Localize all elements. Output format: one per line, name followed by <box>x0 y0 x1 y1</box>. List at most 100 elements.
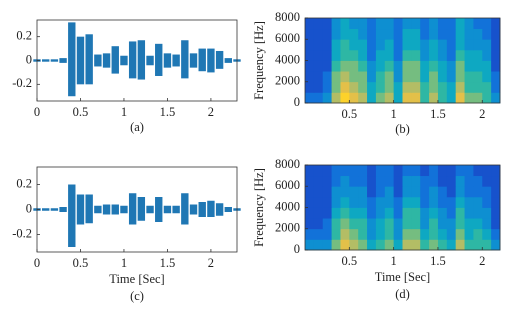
spectrogram-cell <box>313 71 324 83</box>
spectrogram-cell <box>491 218 501 230</box>
x-tick-label: 1.5 <box>430 107 446 121</box>
spectrogram-cell <box>464 218 474 230</box>
waveform-sample <box>189 53 198 68</box>
spectrogram-cell <box>455 239 465 251</box>
spectrogram-cell <box>384 39 395 51</box>
spectrogram-cell <box>464 81 474 93</box>
spectrogram-cell <box>446 60 457 72</box>
spectrogram-cell <box>411 18 421 30</box>
spectrogram-cell <box>393 196 403 208</box>
spectrogram-cell <box>455 81 465 93</box>
spectrogram-cell <box>313 207 324 219</box>
spectrogram-cell <box>393 165 403 177</box>
waveform-sample <box>59 207 67 212</box>
spectrogram-cell <box>464 49 474 61</box>
spectrogram-cell <box>437 218 448 230</box>
waveform-sample <box>137 40 146 80</box>
spectrogram-cell <box>429 39 439 51</box>
waveform-sample <box>155 197 163 222</box>
spectrogram-cell <box>384 28 395 40</box>
waveform-sample <box>120 55 128 66</box>
spectrogram-cell <box>402 81 412 93</box>
spectrogram-cell <box>313 60 324 72</box>
spectrogram-cell <box>482 71 492 83</box>
spectrogram-cell <box>473 28 483 40</box>
spectrogram-cell <box>411 196 421 208</box>
spectrogram-cell <box>455 18 465 30</box>
spectrogram-cell <box>473 175 483 187</box>
spectrogram-cell <box>349 165 359 177</box>
spectrogram-cell <box>402 239 412 251</box>
spectrogram-cell <box>473 165 483 177</box>
x-tick-label: 0.5 <box>73 256 89 270</box>
spectrogram-cell <box>313 196 324 208</box>
spectrogram-cell <box>411 207 421 219</box>
spectrogram-cell <box>402 228 412 240</box>
spectrogram-cell <box>491 239 501 251</box>
spectrogram-cell <box>437 28 448 40</box>
spectrogram-cell <box>473 60 483 72</box>
spectrogram-cell <box>491 175 501 187</box>
spectrogram-cell <box>313 175 324 187</box>
spectrogram-cell <box>482 49 492 61</box>
waveform-sample <box>68 22 76 97</box>
spectrogram-cell <box>429 228 439 240</box>
x-tick-label: 2 <box>208 105 214 119</box>
spectrogram-cell <box>340 196 350 208</box>
x-tick-label: 0 <box>34 256 40 270</box>
spectrogram-cell <box>446 175 457 187</box>
spectrogram-cell <box>384 207 395 219</box>
spectrogram-cell <box>473 239 483 251</box>
spectrogram-cell <box>331 39 341 51</box>
waveform-sample <box>224 58 232 63</box>
spectrogram-cell <box>482 186 492 198</box>
waveform-sample <box>215 50 224 69</box>
spectrogram-cell <box>349 239 359 251</box>
spectrogram-cell <box>349 196 359 208</box>
spectrogram-cell <box>429 71 439 83</box>
plot-area <box>37 167 237 252</box>
waveform-sample <box>128 193 137 225</box>
spectrogram-cell <box>429 49 439 61</box>
spectrogram-cell <box>464 18 474 30</box>
spectrogram-cell <box>482 92 492 104</box>
spectrogram-cell <box>367 218 377 230</box>
spectrogram-cell <box>482 81 492 93</box>
plot-area <box>37 20 237 101</box>
y-tick-label: 6000 <box>275 31 300 45</box>
spectrogram-cell <box>305 186 315 198</box>
spectrogram-cell <box>437 175 448 187</box>
y-tick-label: 0 <box>26 52 32 66</box>
spectrogram-cell <box>367 81 377 93</box>
spectrogram-cell <box>437 239 448 251</box>
spectrogram-cell <box>340 39 350 51</box>
spectrogram-cell <box>375 39 386 51</box>
spectrogram-cell <box>313 92 324 104</box>
y-tick-label: 4000 <box>275 52 300 66</box>
spectrogram-cell <box>305 60 315 72</box>
spectrogram-cell <box>491 71 501 83</box>
y-tick-label: 0 <box>26 201 32 215</box>
spectrogram-cell <box>384 92 395 104</box>
spectrogram-cell <box>358 28 368 40</box>
spectrogram-cell <box>491 49 501 61</box>
spectrogram-cell <box>331 71 341 83</box>
spectrogram-cell <box>349 175 359 187</box>
spectrogram-cell <box>384 228 395 240</box>
spectrogram-cell <box>393 175 403 187</box>
x-tick-label: 1 <box>121 105 127 119</box>
spectrogram-cell <box>367 28 377 40</box>
waveform-sample <box>172 205 180 214</box>
waveform-sample <box>172 54 180 67</box>
spectrogram-cell <box>349 218 359 230</box>
spectrogram-cell <box>367 228 377 240</box>
spectrogram-cell <box>446 71 457 83</box>
y-tick-label: 6000 <box>275 178 300 192</box>
waveform-sample <box>181 193 189 225</box>
spectrogram-cell <box>313 218 324 230</box>
spectrogram-cell <box>367 207 377 219</box>
spectrogram-cell <box>420 228 430 240</box>
spectrogram-cell <box>482 39 492 51</box>
spectrogram-cell <box>411 186 421 198</box>
y-tick-label: 2000 <box>275 74 300 88</box>
